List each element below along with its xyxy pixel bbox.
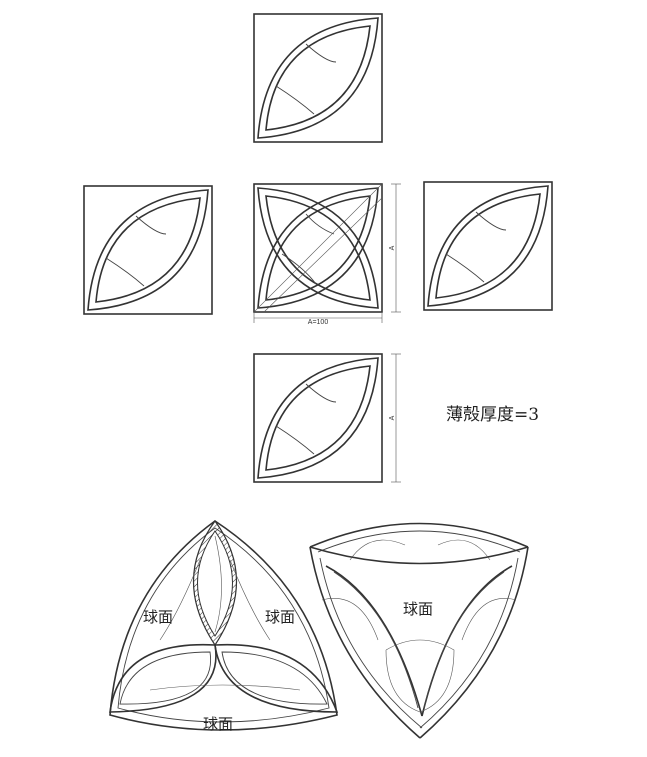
dimension-front-height: A <box>389 183 401 313</box>
dimension-bottom-height: A <box>389 353 401 483</box>
shell-thickness-note: 薄殻厚度=3 <box>446 405 539 425</box>
left-view <box>83 185 213 315</box>
surface-label-right: 球面 <box>265 608 295 626</box>
front-view <box>253 183 383 313</box>
dimension-front-width: A=100 <box>253 313 383 326</box>
height-dimension-label: A <box>389 245 396 250</box>
right-view <box>423 181 553 311</box>
shell-view: 球面 <box>309 522 529 739</box>
bottom-height-dimension-label: A <box>389 415 396 420</box>
triangle-view: 球面 球面 球面 <box>109 519 339 733</box>
bottom-view <box>253 353 383 483</box>
surface-label-left: 球面 <box>143 608 173 626</box>
surface-label-shell: 球面 <box>403 600 433 618</box>
top-view <box>253 13 383 143</box>
width-dimension-label: A=100 <box>308 319 329 326</box>
surface-label-bottom: 球面 <box>203 715 233 733</box>
